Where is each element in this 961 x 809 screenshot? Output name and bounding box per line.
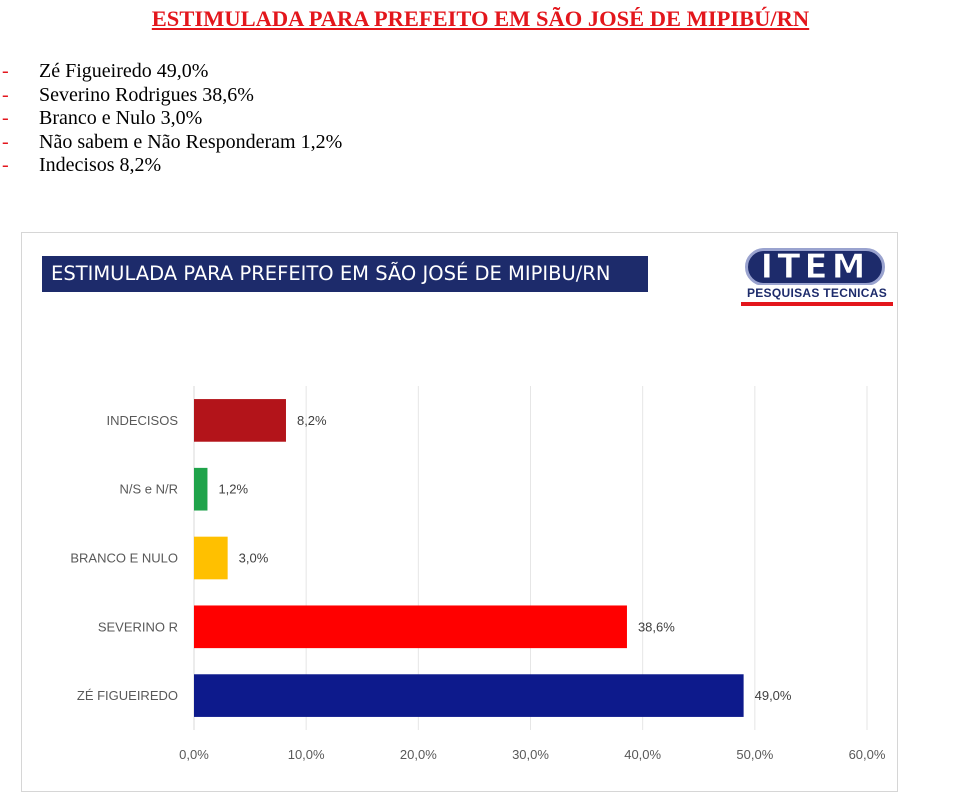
category-label: SEVERINO R: [98, 619, 178, 634]
result-text: Indecisos 8,2%: [39, 154, 162, 176]
logo-tagline: PESQUISAS TECNICAS: [741, 285, 893, 306]
bar-severino-r: [194, 605, 627, 649]
category-label: BRANCO E NULO: [70, 551, 178, 566]
x-tick-label: 50,0%: [736, 747, 773, 762]
bullet-dash: -: [2, 154, 9, 176]
x-tick-label: 30,0%: [512, 747, 549, 762]
bar-n-s-e-n-r: [194, 467, 208, 511]
value-label: 1,2%: [218, 482, 248, 497]
x-tick-label: 10,0%: [288, 747, 325, 762]
bar-branco-e-nulo: [194, 536, 228, 580]
category-label: INDECISOS: [106, 413, 178, 428]
logo-wordmark: ITEM: [760, 247, 870, 288]
result-text: Não sabem e Não Responderam 1,2%: [39, 130, 343, 153]
x-tick-label: 60,0%: [849, 747, 886, 762]
x-tick-label: 40,0%: [624, 747, 661, 762]
bullet-dash: -: [2, 130, 9, 153]
x-tick-label: 20,0%: [400, 747, 437, 762]
x-tick-label: 0,0%: [179, 747, 209, 762]
bullet-dash: -: [2, 107, 9, 129]
value-label: 3,0%: [239, 551, 269, 566]
result-text: Branco e Nulo 3,0%: [39, 107, 203, 129]
chart-title: ESTIMULADA PARA PREFEITO EM SÃO JOSÉ DE …: [42, 256, 648, 292]
category-label: ZÉ FIGUEIREDO: [77, 688, 178, 703]
result-text: Severino Rodrigues 38,6%: [39, 83, 254, 106]
bullet-dash: -: [2, 60, 9, 82]
bullet-dash: -: [2, 83, 9, 106]
category-label: N/S e N/R: [119, 482, 178, 497]
item-logo: ITEM PESQUISAS TECNICAS: [741, 247, 893, 306]
bar-z-figueiredo: [194, 674, 744, 717]
bar-indecisos: [194, 399, 286, 442]
logo-badge: [745, 248, 885, 286]
document-title: ESTIMULADA PARA PREFEITO EM SÃO JOSÉ DE …: [151, 6, 810, 31]
value-label: 49,0%: [755, 688, 792, 703]
value-label: 38,6%: [638, 619, 675, 634]
value-label: 8,2%: [297, 413, 327, 428]
result-text: Zé Figueiredo 49,0%: [39, 60, 209, 82]
